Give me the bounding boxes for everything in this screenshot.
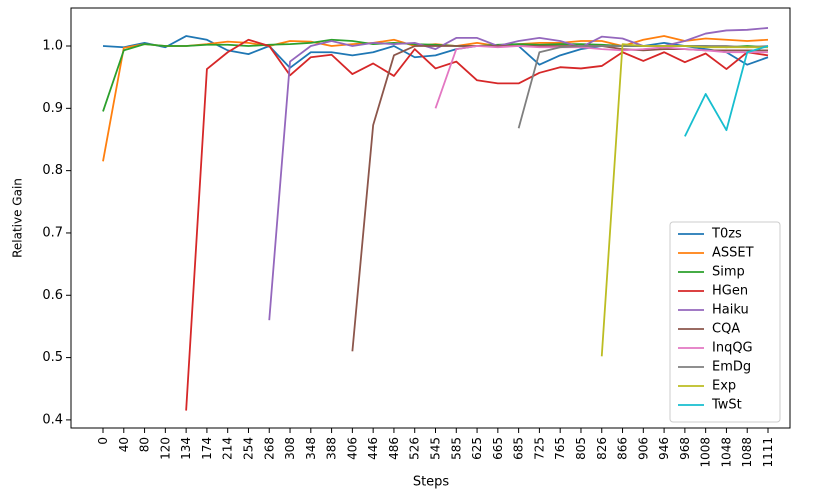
x-tick-label: 625 [470, 437, 484, 460]
x-tick-label: 968 [678, 437, 692, 460]
x-tick-label: 1008 [699, 437, 713, 468]
x-tick-label: 446 [366, 437, 380, 460]
x-axis-label: Steps [413, 475, 450, 490]
legend-label: Simp [712, 265, 745, 280]
x-tick-label: 80 [138, 437, 152, 452]
series-line [185, 38, 769, 411]
x-tick-label: 805 [574, 437, 588, 460]
legend-label: T0zs [711, 227, 742, 242]
y-tick-label: 0.4 [42, 412, 63, 427]
series-line [600, 43, 768, 357]
x-tick-label: 348 [304, 437, 318, 460]
x-tick-label: 0 [96, 437, 110, 445]
x-tick-label: 214 [221, 437, 235, 460]
legend-label: ASSET [712, 246, 754, 261]
y-tick-label: 0.9 [42, 101, 63, 116]
x-tick-label: 585 [449, 437, 463, 460]
x-tick-label: 665 [491, 437, 505, 460]
series-line [102, 38, 769, 112]
x-tick-label: 254 [241, 437, 255, 460]
legend-label: Haiku [712, 303, 749, 318]
x-tick-label: 765 [553, 437, 567, 460]
y-tick-label: 0.6 [42, 288, 63, 303]
x-tick-label: 268 [262, 437, 276, 460]
x-tick-label: 486 [387, 437, 401, 460]
series-line [434, 45, 768, 109]
y-axis-label: Relative Gain [11, 178, 25, 258]
y-tick-label: 0.5 [42, 350, 63, 365]
series-line [102, 35, 769, 69]
x-tick-label: 526 [408, 437, 422, 460]
series-line [684, 45, 769, 137]
x-tick-label: 946 [657, 437, 671, 460]
legend-label: HGen [712, 284, 748, 299]
legend-label: CQA [712, 322, 740, 337]
x-tick-label: 1088 [740, 437, 754, 468]
x-tick-label: 1048 [719, 437, 733, 468]
x-tick-label: 40 [117, 437, 131, 452]
x-tick-label: 134 [179, 437, 193, 460]
x-tick-label: 725 [532, 437, 546, 460]
x-tick-label: 120 [158, 437, 172, 460]
y-tick-label: 0.8 [42, 163, 63, 178]
plot-frame [70, 7, 791, 429]
x-tick-label: 308 [283, 437, 297, 460]
y-tick-label: 0.7 [42, 225, 63, 240]
x-tick-label: 406 [345, 437, 359, 460]
legend-label: InqQG [712, 341, 753, 356]
x-tick-label: 866 [616, 437, 630, 460]
series-line [268, 27, 769, 321]
x-tick-label: 174 [200, 437, 214, 460]
legend-label: EmDg [712, 360, 751, 375]
x-tick-label: 826 [595, 437, 609, 460]
x-tick-label: 545 [429, 437, 443, 460]
legend-label: TwSt [711, 398, 742, 413]
x-tick-label: 906 [636, 437, 650, 460]
x-tick-label: 1111 [761, 437, 775, 468]
y-tick-label: 1.0 [42, 39, 63, 54]
x-tick-label: 685 [512, 437, 526, 460]
legend-label: Exp [712, 379, 736, 394]
x-tick-label: 388 [325, 437, 339, 460]
